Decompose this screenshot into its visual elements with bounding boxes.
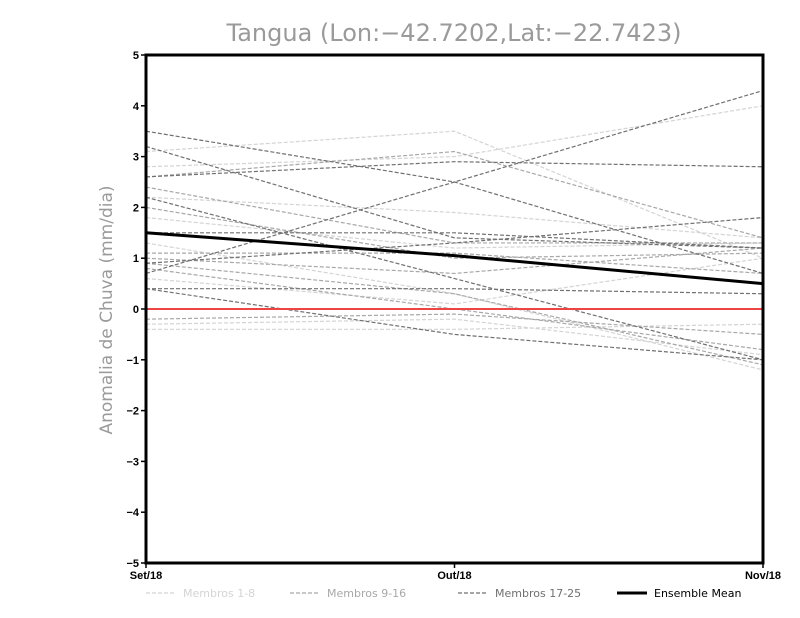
legend-label: Membros 1-8 (183, 587, 255, 600)
x-tick-label: Set/18 (130, 570, 162, 582)
y-tick-label: 1 (133, 253, 139, 265)
member-line-7 (145, 318, 764, 356)
member-line-12 (145, 262, 764, 366)
x-axis-ticks: Set/18 Out/18 Nov/18 (130, 563, 781, 582)
member-line-16 (145, 206, 764, 259)
member-line-1 (145, 130, 764, 259)
y-tick-label: 3 (133, 152, 139, 164)
member-line-15 (145, 313, 764, 335)
member-line-21 (145, 196, 764, 361)
y-tick-label: −5 (126, 558, 139, 570)
y-tick-label: 0 (133, 304, 139, 316)
y-axis-label: Anomalia de Chuva (mm/dia) (97, 185, 117, 434)
x-tick-label: Out/18 (437, 570, 471, 582)
member-line-14 (145, 247, 764, 275)
member-line-6 (145, 216, 764, 249)
ensemble-mean-line (145, 231, 764, 286)
member-line-20 (145, 89, 764, 275)
member-line-24 (145, 288, 764, 361)
member-line-9 (145, 150, 764, 239)
member-line-3 (145, 196, 764, 239)
y-tick-label: 4 (133, 101, 140, 113)
member-line-23 (145, 216, 764, 264)
member-line-18 (145, 145, 764, 249)
ensemble-mean-layer (145, 231, 764, 286)
member-line-13 (145, 267, 764, 351)
member-line-8 (146, 323, 764, 330)
y-tick-label: 2 (133, 202, 139, 214)
series-layer (145, 89, 764, 371)
member-line-22 (146, 232, 764, 249)
legend: Membros 1-8 Membros 9-16 Membros 17-25 Ense… (146, 587, 741, 600)
member-line-10 (145, 186, 763, 244)
y-tick-label: 5 (133, 50, 139, 62)
legend-label: Membros 9-16 (327, 587, 406, 600)
legend-label: Ensemble Mean (654, 587, 741, 600)
legend-label: Membros 17-25 (495, 587, 581, 600)
member-line-2 (145, 105, 764, 168)
member-line-19 (145, 161, 764, 178)
y-tick-label: −4 (126, 507, 139, 519)
y-tick-label: −1 (126, 355, 139, 367)
chart-title: Tangua (Lon:−42.7202,Lat:−22.7423) (226, 19, 682, 47)
y-axis-ticks: −5 −4 −3 −2 −1 0 1 2 3 4 5 (126, 50, 146, 570)
y-tick-label: −3 (126, 456, 139, 468)
member-line-4 (145, 242, 764, 371)
y-tick-label: −2 (126, 406, 139, 418)
member-line-11 (146, 252, 764, 275)
member-line-25 (146, 288, 764, 295)
x-tick-label: Nov/18 (745, 570, 781, 582)
